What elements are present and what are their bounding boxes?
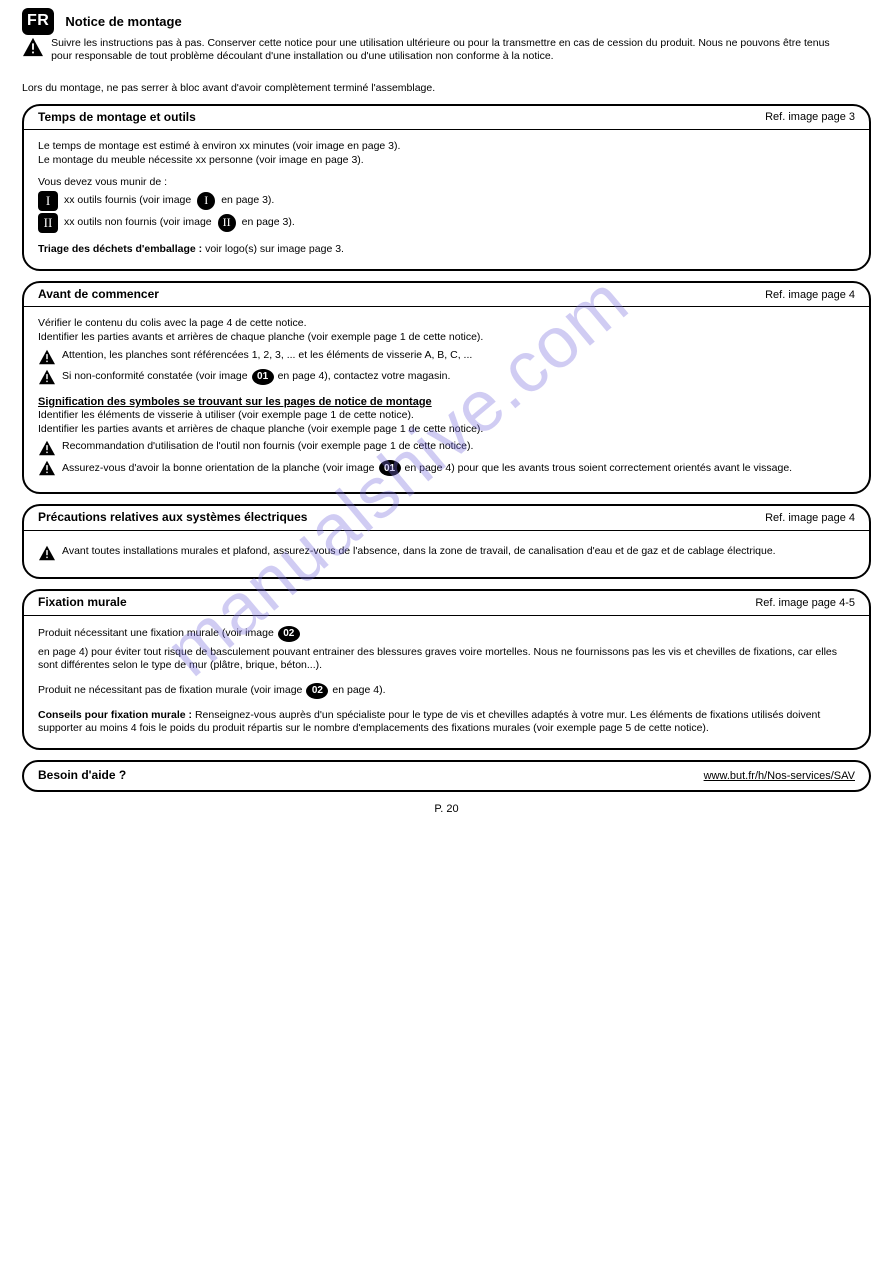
- bs-sub-warn1-text: Recommandation d'utilisation de l'outil …: [62, 440, 855, 454]
- bs-subhead: Signification des symboles se trouvant s…: [38, 395, 855, 409]
- bs-p1: Vérifier le contenu du colis avec la pag…: [38, 317, 855, 331]
- card-elec: Précautions relatives aux systèmes élect…: [22, 504, 871, 579]
- circle-badge-II: II: [218, 214, 236, 232]
- card-time: Temps de montage et outils Ref. image pa…: [22, 104, 871, 271]
- card-beforestart: Avant de commencer Ref. image page 4 Vér…: [22, 281, 871, 494]
- warning-icon: [38, 440, 56, 456]
- card-time-p1: Le temps de montage est estimé à environ…: [38, 140, 855, 154]
- bs-warn2-text: Si non-conformité constatée (voir image …: [62, 369, 855, 385]
- top-warning-row: Suivre les instructions pas à pas. Conse…: [22, 37, 871, 64]
- card-wall: Fixation murale Ref. image page 4-5 Prod…: [22, 589, 871, 750]
- card-beforestart-ref: Ref. image page 4: [765, 288, 855, 302]
- card-time-ref: Ref. image page 3: [765, 110, 855, 124]
- row-I-end: en page 3).: [221, 194, 274, 208]
- card-time-row-II: II xx outils non fournis (voir image II …: [38, 213, 855, 233]
- bs-sub-p2: Identifier les parties avants et arrière…: [38, 423, 855, 437]
- card-elec-ref: Ref. image page 4: [765, 511, 855, 525]
- card-time-header: Temps de montage et outils Ref. image pa…: [24, 106, 869, 131]
- header-row: FR Notice de montage: [22, 8, 871, 35]
- wall-advice: Conseils pour fixation murale : Renseign…: [38, 709, 855, 736]
- triage-items: voir logo(s) sur image page 3.: [205, 243, 344, 255]
- card-wall-ref: Ref. image page 4-5: [755, 596, 855, 610]
- card-help-title: Besoin d'aide ?: [38, 768, 126, 784]
- bs-sub-p1: Identifier les éléments de visserie à ut…: [38, 409, 855, 423]
- card-time-triage-row: Triage des déchets d'emballage : voir lo…: [38, 243, 855, 257]
- oval-badge-02: 02: [306, 683, 328, 699]
- oval-badge-01: 01: [252, 369, 274, 385]
- bs-sub-warn2: Assurez-vous d'avoir la bonne orientatio…: [38, 460, 855, 476]
- wall-p1-a: Produit nécessitant une fixation murale …: [38, 627, 274, 641]
- card-elec-body: Avant toutes installations murales et pl…: [24, 531, 869, 577]
- warning-icon: [38, 349, 56, 365]
- bs-sub-warn2-text: Assurez-vous d'avoir la bonne orientatio…: [62, 460, 855, 476]
- wall-p2: Produit ne nécessitant pas de fixation m…: [38, 683, 855, 699]
- page-number: P. 20: [22, 802, 871, 816]
- warning-icon: [38, 369, 56, 385]
- wall-p1-b: en page 4) pour éviter tout risque de ba…: [38, 646, 855, 673]
- bs-sub-warn2-b: en page 4) pour que les avants trous soi…: [405, 462, 793, 476]
- wall-p2-b: en page 4).: [332, 684, 385, 698]
- language-badge: FR: [22, 8, 54, 35]
- help-url[interactable]: www.but.fr/h/Nos-services/SAV: [704, 769, 855, 783]
- warning-icon: [22, 37, 44, 57]
- assembly-note: Lors du montage, ne pas serrer à bloc av…: [22, 82, 871, 96]
- wall-advice-lead: Conseils pour fixation murale :: [38, 709, 192, 721]
- elec-warn-text: Avant toutes installations murales et pl…: [62, 545, 855, 559]
- oval-badge-02: 02: [278, 626, 300, 642]
- bs-p2: Identifier les parties avants et arrière…: [38, 331, 855, 345]
- top-warning-text: Suivre les instructions pas à pas. Conse…: [51, 37, 841, 64]
- card-beforestart-body: Vérifier le contenu du colis avec la pag…: [24, 307, 869, 492]
- bs-sub-warn1: Recommandation d'utilisation de l'outil …: [38, 440, 855, 456]
- bs-warn2: Si non-conformité constatée (voir image …: [38, 369, 855, 385]
- card-beforestart-header: Avant de commencer Ref. image page 4: [24, 283, 869, 308]
- square-badge-II: II: [38, 213, 58, 233]
- card-help: Besoin d'aide ? www.but.fr/h/Nos-service…: [22, 760, 871, 792]
- card-time-body: Le temps de montage est estimé à environ…: [24, 130, 869, 269]
- elec-warn: Avant toutes installations murales et pl…: [38, 545, 855, 561]
- card-elec-header: Précautions relatives aux systèmes élect…: [24, 506, 869, 531]
- card-wall-body: Produit nécessitant une fixation murale …: [24, 616, 869, 749]
- card-wall-title: Fixation murale: [38, 595, 127, 611]
- bs-warn2-a: Si non-conformité constatée (voir image: [62, 370, 248, 384]
- bs-warn1-text: Attention, les planches sont référencées…: [62, 349, 855, 363]
- bs-warn1: Attention, les planches sont référencées…: [38, 349, 855, 365]
- card-time-title: Temps de montage et outils: [38, 110, 196, 126]
- card-time-p2: Le montage du meuble nécessite xx person…: [38, 154, 855, 168]
- square-badge-I: I: [38, 191, 58, 211]
- triage-label: Triage des déchets d'emballage :: [38, 243, 202, 255]
- row-II-text: xx outils non fournis (voir image: [64, 216, 212, 230]
- bs-sub-warn2-a: Assurez-vous d'avoir la bonne orientatio…: [62, 462, 375, 476]
- card-wall-header: Fixation murale Ref. image page 4-5: [24, 591, 869, 616]
- wall-p2-a: Produit ne nécessitant pas de fixation m…: [38, 684, 302, 698]
- row-II-end: en page 3).: [242, 216, 295, 230]
- card-beforestart-title: Avant de commencer: [38, 287, 159, 303]
- row-I-text: xx outils fournis (voir image: [64, 194, 191, 208]
- card-time-p3: Vous devez vous munir de :: [38, 176, 855, 190]
- card-elec-title: Précautions relatives aux systèmes élect…: [38, 510, 307, 526]
- card-time-row-I: I xx outils fournis (voir image I en pag…: [38, 191, 855, 211]
- circle-badge-I: I: [197, 192, 215, 210]
- oval-badge-01: 01: [379, 460, 401, 476]
- warning-icon: [38, 545, 56, 561]
- wall-p1: Produit nécessitant une fixation murale …: [38, 626, 855, 673]
- page-title: Notice de montage: [65, 14, 181, 31]
- bs-warn2-b: en page 4), contactez votre magasin.: [278, 370, 451, 384]
- warning-icon: [38, 460, 56, 476]
